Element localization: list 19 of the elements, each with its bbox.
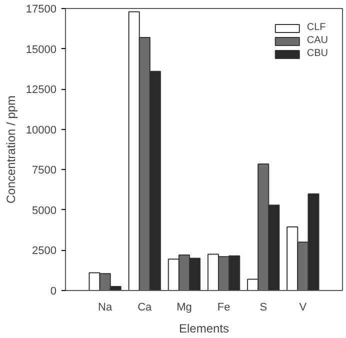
y-tick-label: 17500 xyxy=(26,4,57,16)
x-tick-label: Fe xyxy=(217,302,230,314)
y-tick-label: 12500 xyxy=(26,84,57,96)
y-tick-label: 10000 xyxy=(26,124,57,136)
legend-label: CBU xyxy=(306,48,328,59)
x-axis-title: Elements xyxy=(178,322,230,336)
x-tick-label: Na xyxy=(98,302,113,314)
y-tick-label: 5000 xyxy=(32,204,57,217)
x-tick-label: V xyxy=(299,302,308,314)
x-tick-label: Ca xyxy=(138,302,153,314)
y-tick-label: 2500 xyxy=(32,245,57,258)
legend-label: CAU xyxy=(306,35,328,46)
y-axis-title: Concentration / ppm xyxy=(4,95,18,204)
y-tick-label: 15000 xyxy=(26,44,57,56)
y-tick-label: 7500 xyxy=(32,164,57,177)
x-tick-label: S xyxy=(260,302,268,314)
x-tick-label: Mg xyxy=(176,302,192,314)
legend-label: CLF xyxy=(306,22,327,33)
y-tick-label: 0 xyxy=(50,286,57,298)
